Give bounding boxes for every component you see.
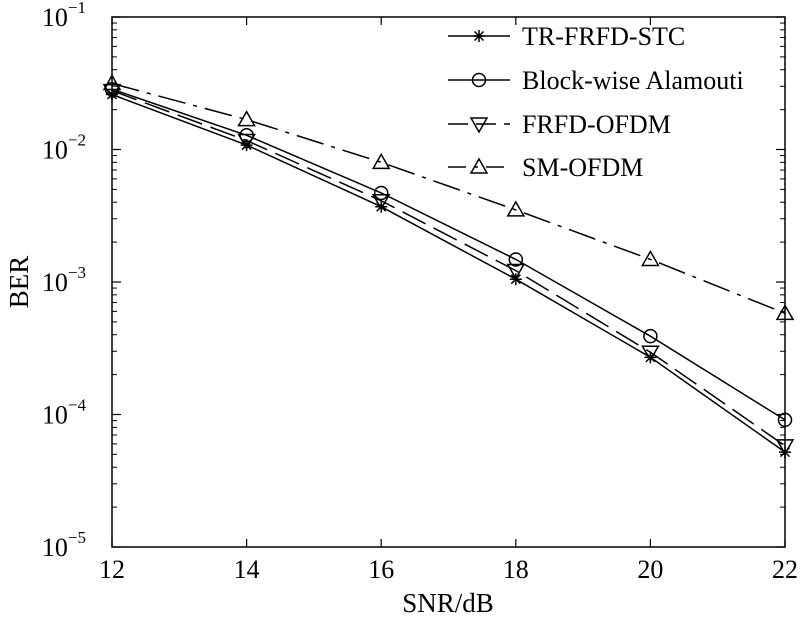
y-tick-label: 10−4 [42,396,87,430]
legend: TR-FRFD-STC Block-wise Alamouti FRFD-OFDM S… [448,22,744,182]
legend-item: FRFD-OFDM [448,110,671,139]
legend-label: Block-wise Alamouti [522,66,744,95]
legend-label: SM-OFDM [522,153,643,182]
data-point [102,73,122,91]
data-point [239,128,254,143]
x-axis-title: SNR/dB [402,588,494,618]
legend-item: TR-FRFD-STC [448,22,685,51]
series-sm-ofdm [102,73,795,321]
y-tick-label: 10−1 [42,0,86,32]
data-point [775,439,795,456]
y-tick-label: 10−5 [42,528,86,562]
data-point [375,200,388,213]
data-point [508,252,524,267]
series-line [111,88,786,421]
data-point [641,249,660,267]
series-line [111,93,786,453]
axis-ticks: 12 14 16 18 20 22 10−5 10−4 10−3 10−2 10−1 [42,0,798,584]
x-tick-label: 12 [99,555,125,584]
x-tick-label: 20 [637,555,663,584]
legend-label: FRFD-OFDM [522,110,671,139]
series-layer [102,73,795,459]
legend-marker [473,30,485,42]
legend-item: Block-wise Alamouti [448,66,744,95]
legend-label: TR-FRFD-STC [522,22,685,51]
data-point [106,88,118,101]
series-line [111,82,786,314]
series-frfd-ofdm [102,83,795,456]
legend-marker [471,72,487,88]
series-tr-frfd-stc [106,88,791,459]
data-point [371,194,391,211]
x-tick-label: 16 [368,555,394,584]
y-axis-title: BER [4,256,34,309]
legend-marker [469,117,489,134]
data-point [373,185,389,201]
x-tick-label: 18 [503,555,529,584]
series-line [111,89,786,447]
data-point [779,446,791,459]
y-tick-label: 10−3 [42,263,86,297]
data-point [506,200,526,217]
data-point [643,328,658,344]
data-point [506,263,526,281]
plot-frame [111,16,786,548]
x-tick-label: 14 [234,555,260,584]
data-point [775,303,795,321]
y-tick-label: 10−2 [42,131,86,165]
data-point [240,139,253,152]
x-tick-label: 22 [772,555,798,584]
legend-marker [469,157,489,174]
data-point [371,152,391,170]
data-point [102,83,122,101]
data-point [644,351,657,364]
data-point [641,345,660,362]
legend-item: SM-OFDM [448,153,643,182]
series-block-wise-alamouti [104,81,793,428]
data-point [237,133,256,150]
data-point [237,110,256,127]
data-point [777,412,793,428]
